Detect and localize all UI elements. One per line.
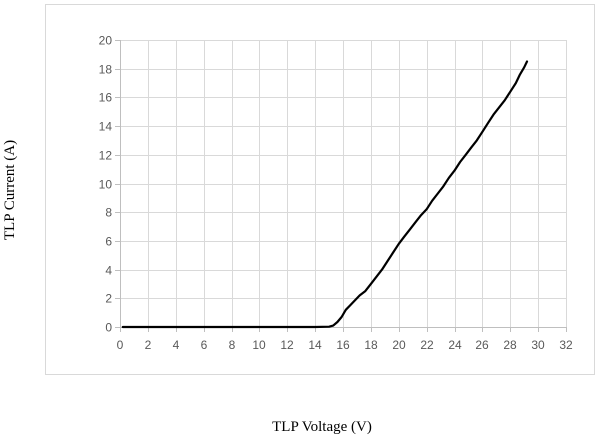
y-tick-label: 4 <box>105 264 112 278</box>
x-tick-label: 20 <box>392 338 406 352</box>
y-tick-label: 18 <box>99 63 113 77</box>
x-axis-title: TLP Voltage (V) <box>272 419 372 435</box>
y-tick-label: 16 <box>99 91 113 105</box>
x-tick-label: 16 <box>336 338 350 352</box>
gridlines <box>120 40 567 327</box>
series-line-1 <box>121 60 529 329</box>
x-tick-label: 2 <box>145 338 152 352</box>
x-tick-label: 10 <box>252 338 266 352</box>
x-tick-label: 32 <box>559 338 573 352</box>
y-tick-label: 2 <box>105 292 112 306</box>
x-tick-label: 14 <box>308 338 322 352</box>
x-tick-label: 22 <box>420 338 434 352</box>
x-tick-label: 0 <box>117 338 124 352</box>
y-axis-ticks: 0 2 4 6 8 10 12 14 16 18 20 <box>99 34 120 335</box>
y-tick-label: 8 <box>105 206 112 220</box>
x-tick-label: 28 <box>503 338 517 352</box>
x-axis-ticks: 0 2 4 6 8 10 12 14 16 18 20 22 24 26 28 30 32 <box>117 327 573 352</box>
y-tick-label: 0 <box>105 321 112 335</box>
y-tick-label: 14 <box>99 120 113 134</box>
x-tick-label: 12 <box>280 338 294 352</box>
x-tick-label: 24 <box>448 338 462 352</box>
y-axis-title: TLP Current (A) <box>2 140 18 240</box>
chart-area-border <box>45 4 595 375</box>
x-tick-label: 30 <box>531 338 545 352</box>
y-tick-label: 12 <box>99 149 113 163</box>
x-tick-label: 26 <box>475 338 489 352</box>
plot-series <box>121 60 529 329</box>
x-tick-label: 18 <box>364 338 378 352</box>
y-tick-label: 20 <box>99 34 113 48</box>
x-tick-label: 4 <box>173 338 180 352</box>
y-tick-label: 10 <box>99 178 113 192</box>
x-tick-label: 6 <box>201 338 208 352</box>
y-tick-label: 6 <box>105 235 112 249</box>
x-tick-label: 8 <box>229 338 236 352</box>
